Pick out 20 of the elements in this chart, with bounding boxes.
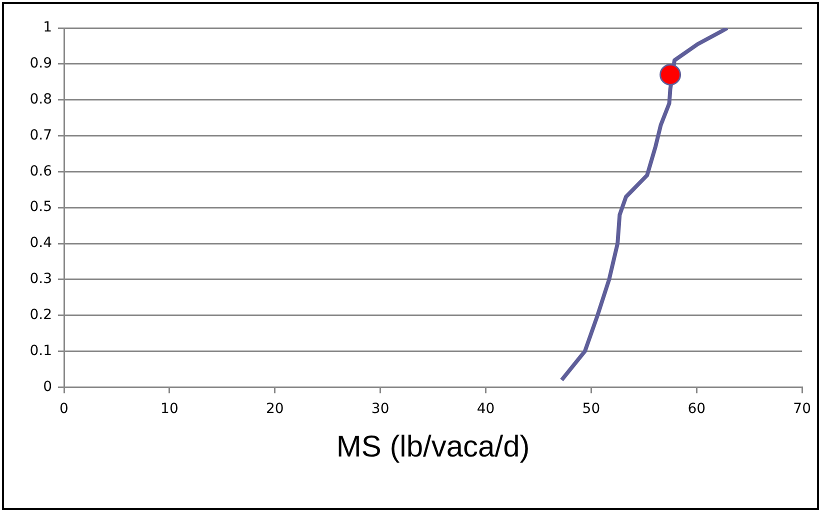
y-tick-label: 0.6 (30, 163, 52, 180)
y-tick-label: 0.4 (30, 235, 52, 252)
x-tick-label: 50 (582, 401, 600, 418)
x-tick-label: 0 (60, 401, 68, 418)
x-tick-label: 20 (266, 401, 284, 418)
x-tick-label: 70 (793, 401, 812, 418)
y-tick-label: 0.5 (30, 199, 52, 216)
y-tick-label: 0.8 (30, 91, 52, 108)
x-tick-label: 30 (371, 401, 390, 418)
x-tick-label: 60 (688, 401, 706, 418)
y-tick-label: 0.7 (30, 127, 52, 144)
x-tick-label: 40 (476, 401, 495, 418)
y-tick-label: 0.3 (30, 271, 52, 288)
y-tick-label: 0 (43, 378, 52, 395)
x-axis-title: MS (lb/vaca/d) (336, 430, 530, 464)
y-tick-label: 0.9 (30, 56, 52, 72)
y-tick-label: 1 (43, 20, 52, 36)
y-tick-label: 0.2 (30, 307, 52, 323)
x-tick-label: 10 (160, 401, 178, 418)
y-tick-label: 0.1 (30, 342, 52, 359)
